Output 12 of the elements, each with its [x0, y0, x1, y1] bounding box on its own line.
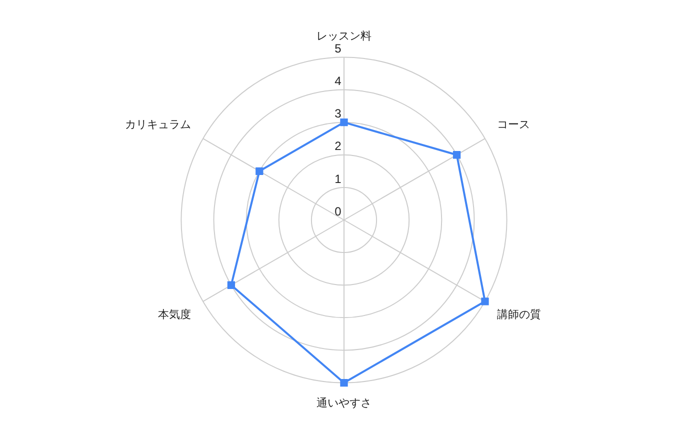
y-tick-label: 2 [334, 139, 342, 154]
spoke-label: レッスン料 [316, 29, 372, 42]
y-tick-label: 4 [334, 74, 342, 88]
y-tick-label: 3 [334, 106, 342, 121]
y-tick-label: 0 [334, 204, 342, 218]
y-tick-label: 1 [334, 172, 342, 186]
y-tick-label: 5 [334, 42, 342, 56]
spoke-label: 通いやすさ [316, 396, 372, 410]
spoke-label: 講師の質 [497, 308, 542, 321]
spoke-label: カリキュラム [124, 118, 191, 131]
spoke-label: 本気度 [158, 308, 191, 321]
spoke-label: コース [497, 118, 530, 131]
